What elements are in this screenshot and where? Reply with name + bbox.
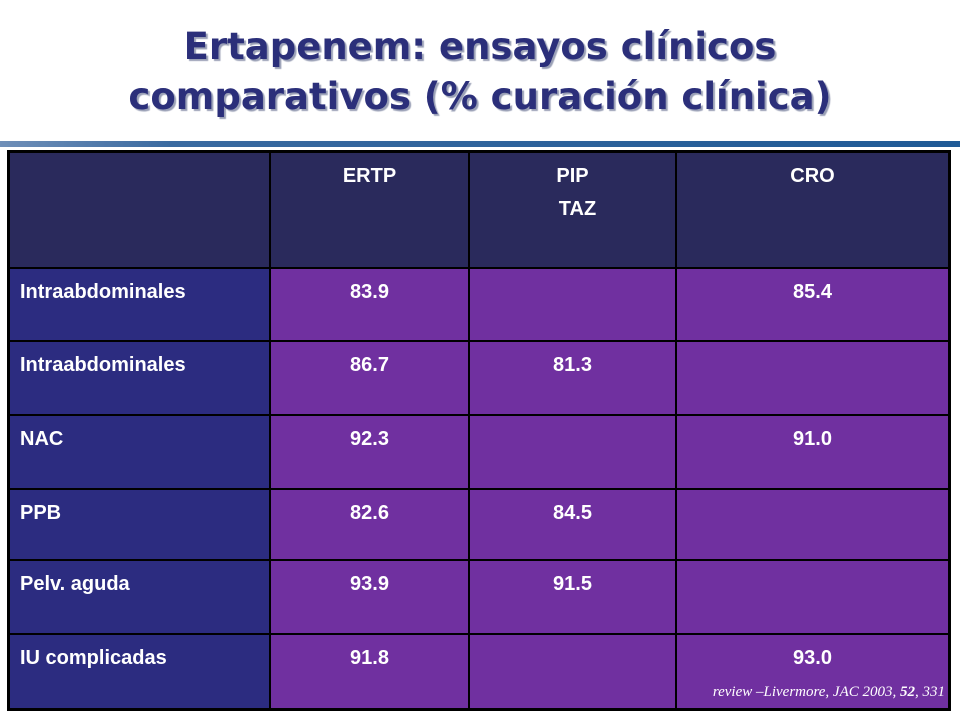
citation-text: review –Livermore, JAC 2003,: [712, 684, 900, 700]
table-row-label: NAC: [10, 416, 271, 490]
table-cell-piptaz: 84.5: [470, 490, 677, 561]
title-line-2: comparativos (% curación clínica): [128, 75, 832, 118]
table-cell-piptaz: 81.3: [470, 342, 677, 416]
table-cell-piptaz: [470, 635, 677, 708]
citation: review –Livermore, JAC 2003, 52, 331: [713, 684, 945, 701]
table-cell-ertp: 91.8: [271, 635, 470, 708]
citation-volume: 52: [900, 684, 915, 700]
table-cell-piptaz: [470, 269, 677, 342]
table-cell-ertp: 86.7: [271, 342, 470, 416]
table-row-label: PPB: [10, 490, 271, 561]
table-cell-cro: 91.0: [677, 416, 948, 490]
table-cell-piptaz: 91.5: [470, 561, 677, 635]
header-cell-piptaz: PIP TAZ: [470, 153, 677, 269]
title-divider: [0, 141, 960, 147]
table-cell-piptaz: [470, 416, 677, 490]
header-cell-empty: [10, 153, 271, 269]
table-row-label: Intraabdominales: [10, 269, 271, 342]
citation-pages: , 331: [915, 684, 945, 700]
header-cell-ertp: ERTP: [271, 153, 470, 269]
header-label-piptaz: PIP TAZ: [549, 165, 596, 221]
table-row-label: Intraabdominales: [10, 342, 271, 416]
table-cell-cro: [677, 342, 948, 416]
table-cell-ertp: 83.9: [271, 269, 470, 342]
table-row-label: Pelv. aguda: [10, 561, 271, 635]
header-label-cro: CRO: [790, 165, 835, 187]
header-label-pip: PIP: [556, 165, 589, 187]
table-cell-cro: [677, 561, 948, 635]
results-table: ERTP PIP TAZ CRO Intraabdominales 83.9 8…: [7, 150, 951, 711]
table-cell-ertp: 92.3: [271, 416, 470, 490]
table-cell-ertp: 93.9: [271, 561, 470, 635]
slide-title: Ertapenem: ensayos clínicos comparativos…: [0, 22, 960, 122]
title-line-1: Ertapenem: ensayos clínicos: [183, 25, 777, 68]
table-row-label: IU complicadas: [10, 635, 271, 708]
header-cell-cro: CRO: [677, 153, 948, 269]
table-cell-cro: 85.4: [677, 269, 948, 342]
table-cell-cro: 93.0: [677, 635, 948, 708]
header-label-taz: TAZ: [558, 198, 597, 220]
table-cell-ertp: 82.6: [271, 490, 470, 561]
header-label-ertp: ERTP: [342, 165, 397, 187]
table-cell-cro: [677, 490, 948, 561]
